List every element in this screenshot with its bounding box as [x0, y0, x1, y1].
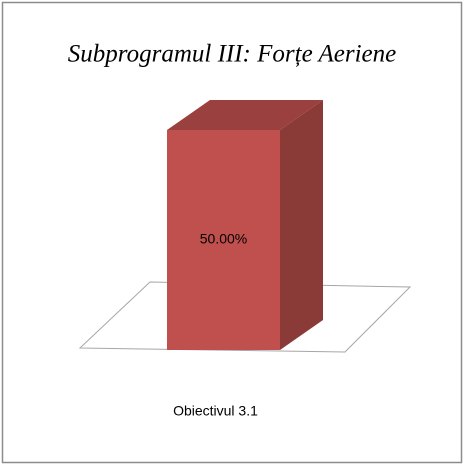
- bar-side: [280, 100, 323, 350]
- data-label: 50.00%: [200, 231, 247, 247]
- chart-title: Subprogramul III: Forțe Aeriene: [68, 41, 396, 68]
- bar: [167, 130, 280, 350]
- x-tick-label: Obiectivul 3.1: [173, 403, 258, 419]
- bar-top: [167, 100, 323, 130]
